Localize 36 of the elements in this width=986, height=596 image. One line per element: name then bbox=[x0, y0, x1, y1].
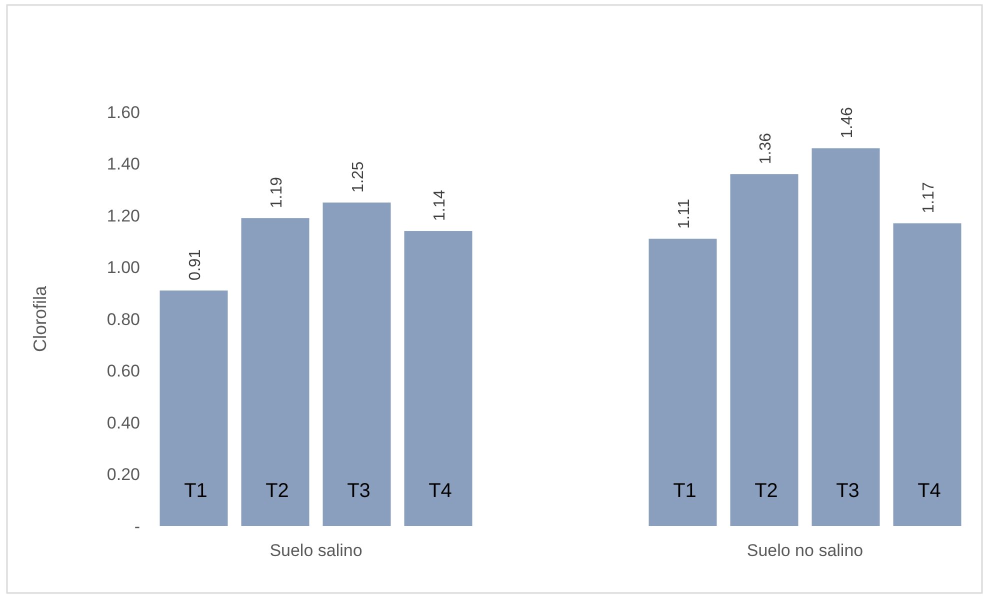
bar bbox=[648, 238, 717, 526]
bar bbox=[160, 290, 228, 526]
x-tick-label: Suelo salino bbox=[270, 541, 362, 560]
text: T4 bbox=[918, 480, 941, 502]
bar bbox=[404, 231, 472, 526]
series-label: T3 bbox=[347, 480, 370, 502]
bar bbox=[893, 223, 962, 526]
series-label: T4 bbox=[428, 480, 452, 502]
data-label: 1.46 bbox=[838, 106, 856, 138]
text: T3 bbox=[836, 480, 860, 502]
data-label: 0.91 bbox=[186, 249, 204, 281]
y-tick-label: 1.20 bbox=[106, 206, 140, 226]
y-tick-label: - bbox=[134, 516, 140, 536]
y-tick-label: 0.80 bbox=[106, 310, 140, 329]
y-axis-title: Clorofila bbox=[30, 285, 50, 352]
y-tick-label: 0.20 bbox=[106, 465, 140, 484]
series-label: T2 bbox=[266, 480, 289, 502]
y-tick-label: 1.60 bbox=[106, 102, 140, 122]
y-tick-label: 0.60 bbox=[106, 362, 140, 381]
bar bbox=[322, 202, 391, 526]
data-label: 1.36 bbox=[757, 132, 774, 164]
text: T1 bbox=[673, 480, 696, 502]
series-label: T1 bbox=[184, 480, 208, 502]
y-tick-label: 1.40 bbox=[106, 154, 140, 174]
y-tick-label: 0.40 bbox=[106, 413, 140, 432]
data-label: 1.19 bbox=[268, 176, 286, 208]
bar bbox=[812, 148, 880, 526]
y-tick-label: 1.00 bbox=[106, 258, 140, 278]
bar bbox=[241, 218, 310, 526]
data-label: 1.11 bbox=[676, 198, 693, 229]
bar bbox=[730, 174, 798, 526]
text: T2 bbox=[754, 480, 778, 502]
x-tick-label: Suelo no salino bbox=[746, 541, 864, 560]
data-label: 1.25 bbox=[350, 161, 367, 193]
data-label: 1.14 bbox=[431, 190, 448, 222]
data-label: 1.17 bbox=[920, 182, 938, 214]
